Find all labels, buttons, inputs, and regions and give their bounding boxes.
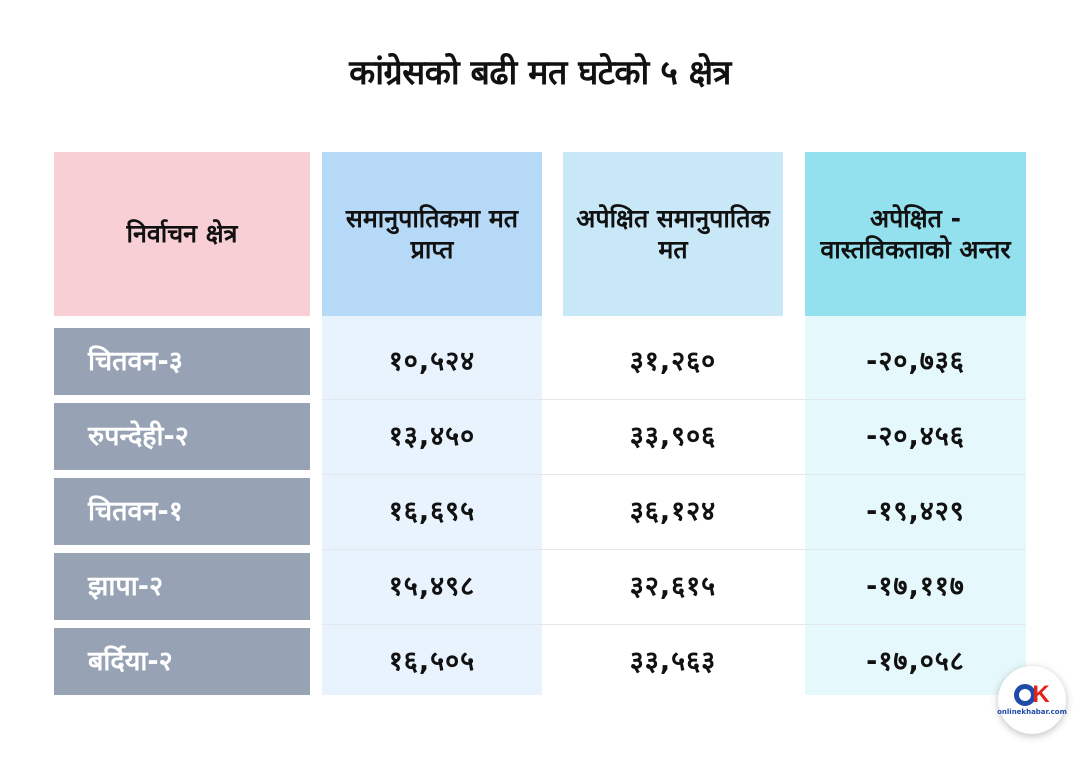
table-cell: ३१,२६०	[629, 345, 717, 377]
row-label: बर्दिया-२	[54, 628, 310, 695]
row-divider	[322, 549, 1026, 550]
logo-mark-icon: K	[1014, 681, 1050, 708]
row-label: रुपन्देही-२	[54, 403, 310, 470]
logo-o-icon	[1014, 684, 1037, 706]
row-divider	[322, 399, 1026, 400]
onlinekhabar-logo[interactable]: K onlinekhabar.com	[997, 666, 1067, 734]
table-cell: १०,५२४	[388, 345, 476, 377]
logo-k-icon: K	[1032, 681, 1050, 708]
logo-text: onlinekhabar.com	[997, 708, 1067, 716]
table-cell: -१९,४२९	[866, 495, 965, 527]
row-label: चितवन-१	[54, 478, 310, 545]
table-cell: १५,४९८	[388, 570, 476, 602]
row-label: झापा-२	[54, 553, 310, 620]
table-cell: ३३,९०६	[629, 420, 717, 452]
chart-title: कांग्रेसको बढी मत घटेको ५ क्षेत्र	[349, 53, 731, 93]
column-background-1	[322, 316, 542, 695]
column-header-2: अपेक्षित समानुपातिक मत	[563, 152, 783, 316]
table-cell: ३२,६१५	[629, 570, 717, 602]
table-cell: ३३,५६३	[629, 645, 717, 677]
column-header-3: अपेक्षित - वास्तविकताको अन्तर	[805, 152, 1026, 316]
table-cell: १६,५०५	[388, 645, 476, 677]
row-label: चितवन-३	[54, 328, 310, 395]
column-background-2	[563, 316, 783, 695]
table-cell: ३६,१२४	[629, 495, 717, 527]
row-divider	[322, 624, 1026, 625]
column-header-1: समानुपातिकमा मत प्राप्त	[322, 152, 542, 316]
table-cell: -२०,७३६	[866, 345, 965, 377]
table-cell: -१७,११७	[866, 570, 965, 602]
table-cell: १३,४५०	[388, 420, 476, 452]
table-cell: -२०,४५६	[866, 420, 965, 452]
row-divider	[322, 474, 1026, 475]
table-cell: -१७,०५८	[866, 645, 965, 677]
column-background-3	[805, 316, 1026, 695]
column-header-0: निर्वाचन क्षेत्र	[54, 152, 310, 316]
table-cell: १६,६९५	[388, 495, 476, 527]
